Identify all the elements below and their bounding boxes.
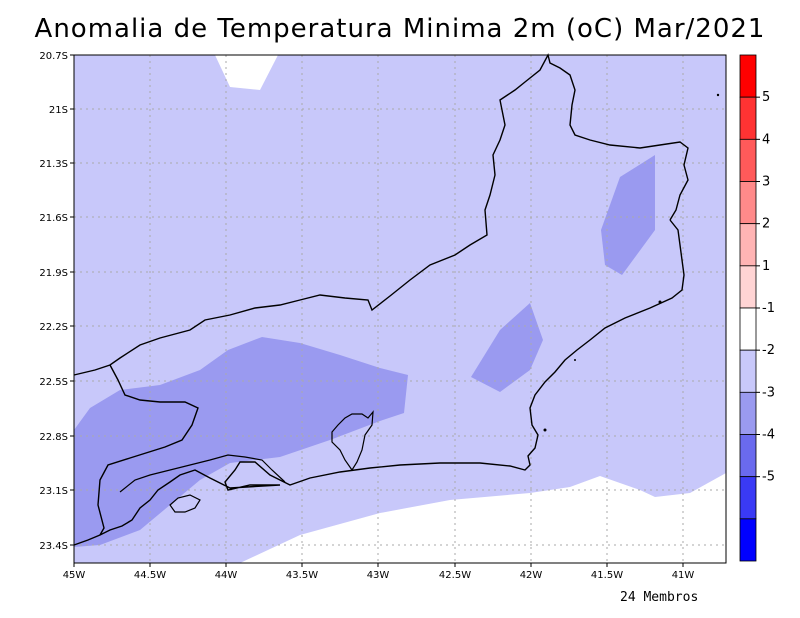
colorbar-swatch [739, 349, 757, 393]
colorbar-label: -2 [762, 343, 775, 358]
colorbar-swatch [739, 307, 757, 351]
island [716, 93, 720, 97]
colorbar-swatch [739, 138, 757, 182]
colorbar-swatch [739, 434, 757, 478]
colorbar-label: 1 [762, 259, 770, 274]
coastline [73, 219, 685, 546]
lat-tick-label: 21S [49, 105, 68, 116]
colorbar-label: -5 [762, 470, 775, 485]
sepetiba-coast [119, 454, 286, 493]
state-boundary-west [97, 364, 199, 536]
colorbar-swatch [739, 54, 757, 98]
lat-tick-label: 21.9S [39, 268, 68, 279]
colorbar-swatch [739, 181, 757, 225]
colorbar-label: 4 [762, 132, 770, 147]
lat-tick-label: 22.5S [39, 377, 68, 388]
colorbar-swatch [739, 476, 757, 520]
lon-tick-label: 42.5W [439, 570, 471, 581]
lon-tick-label: 41W [672, 570, 695, 581]
lat-tick-label: 21.3S [39, 159, 68, 170]
lon-tick-label: 44.5W [134, 570, 166, 581]
colorbar-label: -4 [762, 428, 775, 443]
members-label: 24 Membros [620, 590, 699, 605]
lon-tick-label: 45W [63, 570, 86, 581]
ilha-grande [169, 494, 201, 513]
colorbar-swatch [739, 391, 757, 435]
colorbar-label: 5 [762, 90, 770, 105]
colorbar-swatch [739, 223, 757, 267]
lon-tick-label: 44W [215, 570, 238, 581]
colorbar-swatch [739, 265, 757, 309]
lon-tick-label: 43.5W [286, 570, 318, 581]
anomaly-region-dark-center [471, 303, 543, 392]
lat-tick-label: 22.2S [39, 322, 68, 333]
colorbar-label: 3 [762, 175, 770, 190]
colorbar-swatch [739, 96, 757, 140]
colorbar-swatch [739, 518, 757, 562]
lon-tick-label: 42W [520, 570, 543, 581]
lat-tick-label: 23.1S [39, 486, 68, 497]
anomaly-region-white-north [215, 55, 278, 90]
state-boundary [73, 53, 689, 376]
island [658, 300, 662, 304]
chart-title: Anomalia de Temperatura Minima 2m (oC) M… [34, 14, 766, 44]
anomaly-region-dark-west [74, 337, 408, 547]
anomaly-region-white-south [240, 473, 726, 563]
lat-tick-label: 22.8S [39, 432, 68, 443]
colorbar-label: 2 [762, 217, 770, 232]
island [543, 428, 547, 432]
map-frame [73, 54, 727, 564]
island [574, 359, 576, 361]
colorbar-label: -1 [762, 301, 775, 316]
lon-tick-label: 43W [367, 570, 390, 581]
lat-tick-label: 23.4S [39, 541, 68, 552]
colorbar-label: -3 [762, 385, 775, 400]
lat-tick-label: 21.6S [39, 213, 68, 224]
lon-tick-label: 41.5W [591, 570, 623, 581]
guanabara-bay [331, 410, 374, 472]
lat-tick-label: 20.7S [39, 51, 68, 62]
anomaly-region-dark-north [601, 155, 655, 275]
colorbar: 5 4 3 2 1 -1 -2 -3 -4 -5 [739, 54, 775, 562]
